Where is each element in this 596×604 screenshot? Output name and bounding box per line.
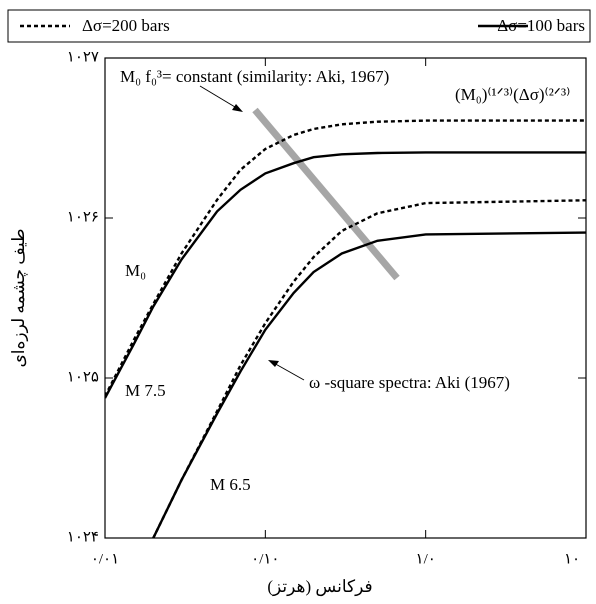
arrowhead	[232, 104, 243, 112]
y-tick-label: ۱۰۲۷	[67, 49, 99, 65]
annotation: M 6.5	[210, 475, 251, 494]
spectrum-line	[151, 231, 586, 538]
annotation: M₀	[125, 261, 146, 280]
spectrum-line	[151, 199, 586, 538]
x-tick-label: ۰/۱۰	[251, 551, 279, 567]
legend-label: Δσ=100 bars	[497, 16, 585, 35]
annotation: ω -square spectra: Aki (1967)	[309, 373, 510, 392]
trend-line	[252, 107, 400, 281]
y-tick-label: ۱۰۲۶	[67, 209, 99, 225]
arrow	[271, 361, 305, 381]
x-axis-label: فرکانس (هرتز)	[267, 577, 372, 597]
y-axis-label: طیف چشمه لرزه‌ای	[9, 228, 29, 367]
x-tick-label: ۱/۰	[416, 551, 436, 567]
legend-label: Δσ=200 bars	[82, 16, 170, 35]
annotation: (M₀)⁽¹ᐟ³⁾(Δσ)⁽²ᐟ³⁾	[455, 85, 570, 104]
legend-box	[7, 9, 591, 43]
annotation: M₀ f₀³= constant (similarity: Aki, 1967)	[120, 67, 389, 86]
annotation: M 7.5	[125, 381, 166, 400]
spectrum-line	[105, 119, 586, 397]
plot-frame	[104, 57, 587, 539]
arrowhead	[268, 360, 279, 367]
plot-area	[105, 119, 586, 538]
y-tick-label: ۱۰۲۵	[67, 369, 99, 385]
arrow	[199, 85, 241, 111]
y-tick-label: ۱۰۲۴	[67, 529, 99, 545]
x-tick-label: ۰/۰۱	[91, 551, 119, 567]
x-tick-label: ۱۰	[564, 551, 580, 567]
spectrum-line	[105, 151, 586, 399]
